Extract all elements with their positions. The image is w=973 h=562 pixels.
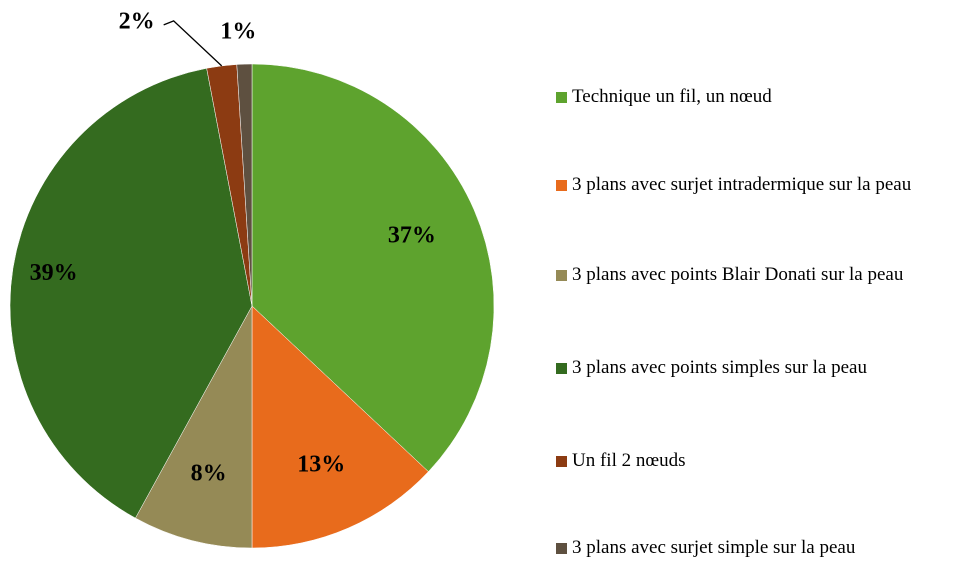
pie-slice [236,63,253,307]
legend-label: 3 plans avec surjet intradermique sur la… [572,174,912,195]
data-label: 13% [297,451,345,477]
data-label: 8% [191,460,227,486]
legend-swatch [556,270,567,281]
pie-slice [9,67,253,519]
legend-item: Technique un fil, un nœud [556,83,971,111]
legend-label: 3 plans avec surjet simple sur la peau [572,537,856,558]
pie-slice [135,305,253,549]
legend-label: 3 plans avec points Blair Donati sur la … [572,264,904,285]
data-label: 2% [119,8,155,34]
legend-swatch [556,180,567,191]
pie-slice [251,305,429,549]
legend-label: Technique un fil, un nœud [572,86,772,107]
legend-swatch [556,543,567,554]
pie-slice [251,63,495,473]
leader-line [163,20,223,67]
legend-item: Un fil 2 nœuds [556,447,971,475]
legend-label: 3 plans avec points simples sur la peau [572,357,867,378]
legend-item: 3 plans avec points Blair Donati sur la … [556,261,971,289]
data-label: 1% [220,19,256,45]
data-label: 39% [30,260,78,286]
legend-swatch [556,456,567,467]
legend-swatch [556,363,567,374]
legend-item: 3 plans avec surjet simple sur la peau [556,534,971,562]
data-label: 37% [388,222,436,248]
legend-item: 3 plans avec points simples sur la peau [556,354,971,382]
legend-swatch [556,92,567,103]
legend-item: 3 plans avec surjet intradermique sur la… [556,171,971,199]
legend-label: Un fil 2 nœuds [572,450,686,471]
